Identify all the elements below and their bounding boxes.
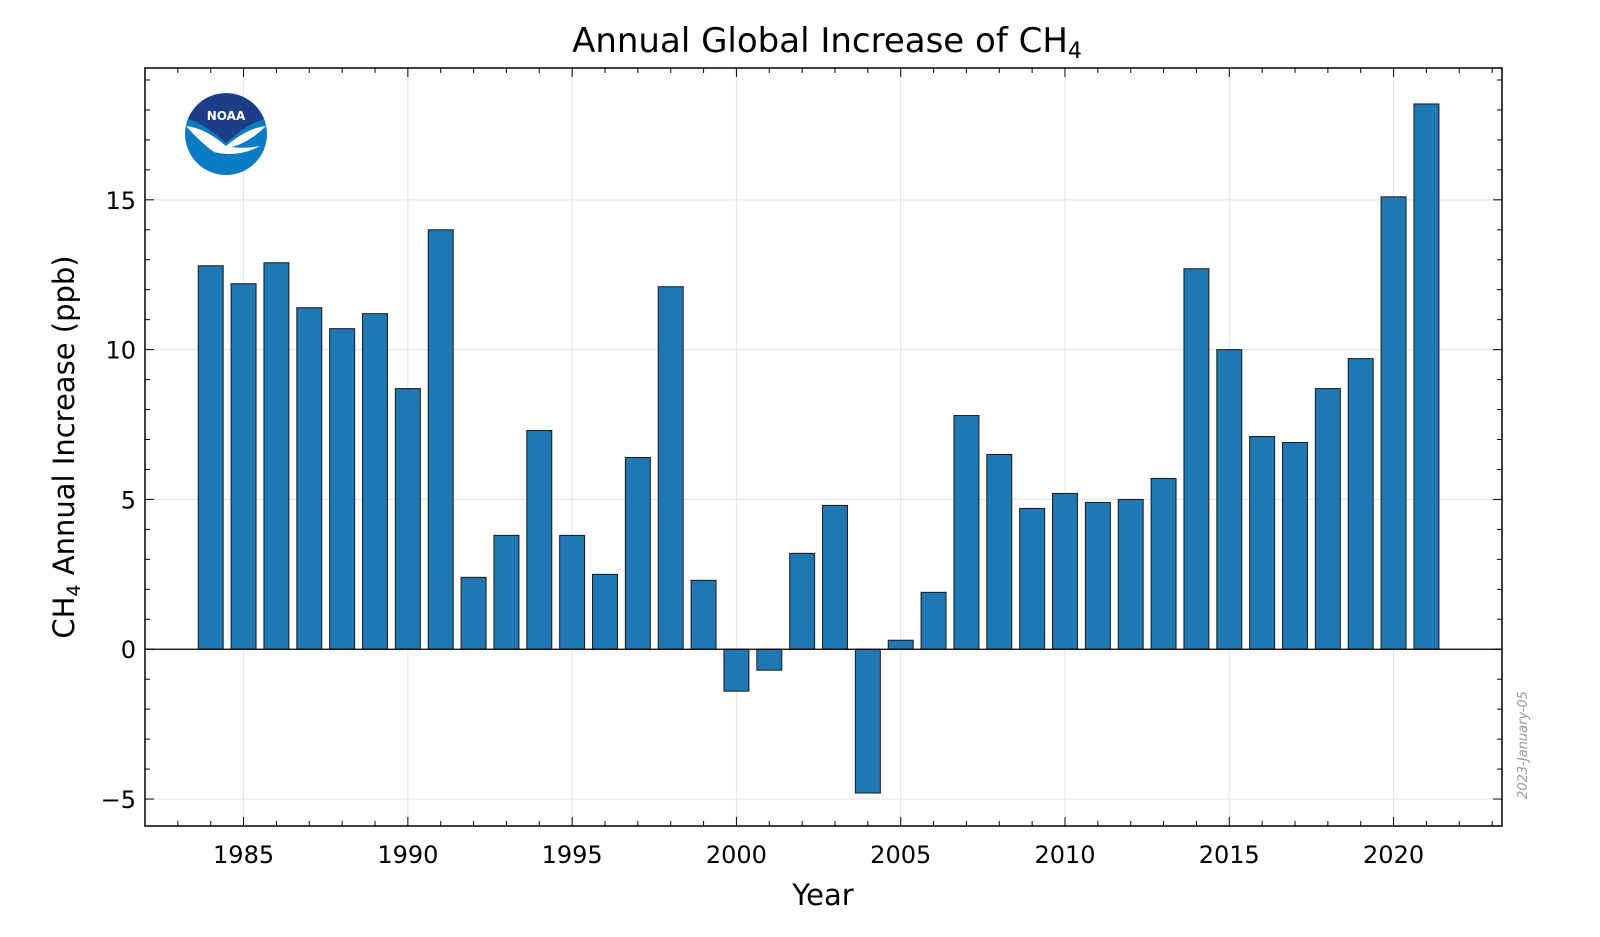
bar-2001 (756, 648, 783, 671)
bar-2005 (887, 639, 914, 650)
bar-1991 (427, 229, 454, 650)
y-tick-label: 15 (105, 187, 136, 215)
y-tick-label: 5 (121, 486, 136, 514)
bar-2011 (1084, 501, 1111, 650)
bar-2002 (789, 552, 816, 650)
x-axis-label: Year (791, 878, 853, 912)
x-tick-label: 1985 (213, 841, 274, 869)
bar-1996 (592, 573, 618, 650)
bar-1998 (657, 286, 684, 650)
bar-2018 (1314, 388, 1341, 650)
bar-1985 (230, 283, 257, 650)
bar-2014 (1183, 268, 1210, 650)
y-tick-label: −5 (101, 786, 136, 814)
x-tick-label: 2020 (1363, 841, 1424, 869)
bar-2012 (1117, 498, 1144, 650)
bar-1990 (394, 388, 421, 650)
bar-1999 (690, 579, 717, 650)
bar-2004 (854, 648, 881, 794)
bar-1994 (526, 430, 553, 650)
date-stamp: 2023-January-05 (1516, 691, 1531, 799)
y-axis-label: CH4 Annual Increase (ppb) (47, 255, 85, 638)
x-tick-label: 2005 (870, 841, 931, 869)
bars (197, 103, 1440, 794)
noaa-logo: NOAA (185, 93, 267, 175)
bar-2003 (822, 504, 848, 650)
x-tick-label: 2010 (1034, 841, 1095, 869)
bar-2019 (1347, 358, 1374, 650)
bar-1984 (197, 265, 224, 650)
bar-2006 (920, 591, 947, 650)
plot-frame (144, 67, 1503, 827)
bar-2000 (723, 648, 750, 692)
noaa-logo-top (188, 93, 264, 143)
x-tick-label: 2000 (706, 841, 767, 869)
bar-1988 (329, 328, 356, 650)
y-tick-label: 10 (105, 337, 136, 365)
bar-2007 (953, 415, 980, 650)
noaa-logo-text: NOAA (207, 109, 246, 123)
bar-2013 (1150, 477, 1177, 650)
bar-2009 (1019, 507, 1046, 650)
axis-ticks: 1985 1990 1995 2000 2005 2010 2015 2020 −5 0 5 10 15 (101, 68, 1502, 869)
bar-1989 (362, 313, 388, 650)
bar-1986 (263, 262, 290, 650)
bar-2017 (1282, 442, 1308, 650)
bar-2016 (1249, 436, 1276, 650)
bar-2020 (1380, 196, 1407, 650)
bar-2021 (1413, 103, 1440, 650)
x-tick-label: 1995 (542, 841, 603, 869)
bar-1995 (559, 534, 586, 650)
bar-2015 (1216, 349, 1243, 650)
bar-2008 (986, 453, 1013, 650)
chart-title: Annual Global Increase of CH4 (572, 21, 1082, 64)
noaa-logo-bird (186, 126, 266, 154)
x-tick-label: 2015 (1199, 841, 1260, 869)
bar-2010 (1052, 492, 1078, 650)
bar-1997 (624, 456, 651, 650)
bar-1992 (460, 576, 487, 650)
y-tick-label: 0 (121, 636, 136, 664)
bar-1987 (296, 307, 323, 650)
bar-1993 (493, 534, 520, 650)
x-tick-label: 1990 (377, 841, 438, 869)
